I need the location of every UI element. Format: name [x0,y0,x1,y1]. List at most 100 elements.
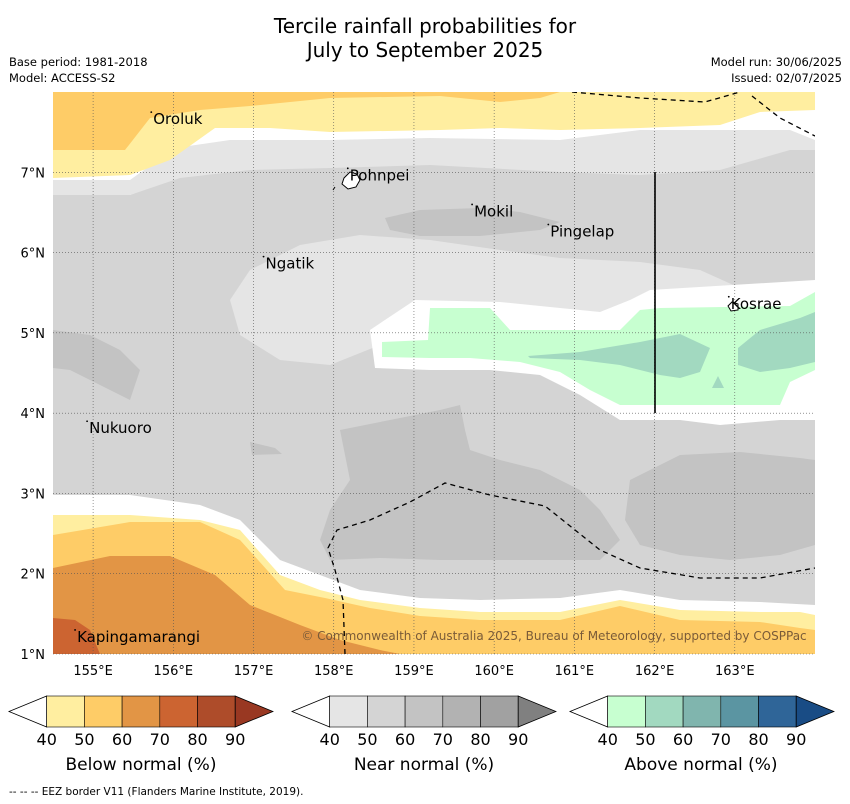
lat-tick-label: 3°N [21,487,46,502]
place-label-oroluk: Oroluk [153,110,202,128]
colorbar-group: 40 50 60 70 80 90 40 50 60 70 80 90 40 50 60 70 80 90 [7,695,835,749]
above-normal-50-patch-east [738,312,815,372]
lon-tick-label: 160°E [474,664,514,679]
colorbar-tick-label: 80 [470,730,490,749]
eez-legend-footer: -- -- -- EEZ border V11 (Flanders Marine… [9,786,304,798]
colorbar-2: 40 50 60 70 80 90 [568,695,835,749]
near-normal-40-upper [53,130,815,195]
pohnpei-island-shape [341,171,361,190]
colorbar-swatch [645,695,684,728]
place-marker [86,420,88,423]
colorbar-tick-label: 90 [225,730,245,749]
colorbar-tick-label: 70 [150,730,170,749]
colorbar-swatch [480,695,519,728]
lon-tick-label: 161°E [555,664,595,679]
colorbar-swatch [607,695,646,728]
colorbar-over-triangle [517,695,557,728]
model-name: Model: ACCESS-S2 [9,71,116,85]
colorbar-swatch [367,695,406,728]
colorbar-tick-label: 70 [711,730,731,749]
colorbar-tick-label: 60 [395,730,415,749]
place-label-ngatik: Ngatik [266,255,315,273]
lat-tick-label: 7°N [21,166,46,181]
colorbar-swatch [720,695,759,728]
colorbar-swatch [46,695,85,728]
base-period: Base period: 1981-2018 [9,55,148,69]
place-marker [150,111,153,114]
place-marker [471,203,474,206]
place-label-nukuoro: Nukuoro [89,419,152,437]
probability-field [53,92,815,654]
place-label-pingelap: Pingelap [550,223,614,241]
below-normal-label: Below normal (%) [65,755,217,775]
colorbar-swatch [442,695,481,728]
colorbar-tick-label: 40 [320,730,340,749]
near-normal-60-patch-south [320,405,620,560]
eez-border-north [571,92,741,103]
colorbar-tick-label: 70 [433,730,453,749]
longitude-tick-labels: 155°E 156°E 157°E 158°E 159°E 160°E 161°E 162°E… [73,664,754,679]
colorbar-tick-label: 50 [635,730,655,749]
place-label-kosrae: Kosrae [731,295,782,313]
lon-tick-label: 156°E [154,664,194,679]
colorbar-swatch [159,695,198,728]
map-title-line1: Tercile rainfall probabilities for [273,14,577,38]
colorbar-tick-label: 60 [112,730,132,749]
model-run-date: Model run: 30/06/2025 [710,55,842,69]
near-normal-60-patch-west [53,330,140,400]
copyright-credit: © Commonwealth of Australia 2025, Bureau… [301,629,806,643]
colorbar-swatch [121,695,161,728]
near-normal-60-patch-north [385,208,560,236]
lon-tick-label: 162°E [635,664,675,679]
above-normal-50-patch-west [528,334,710,378]
place-marker [727,295,730,298]
colorbar-tick-label: 50 [74,730,94,749]
below-normal-70-bottom [53,618,100,654]
lat-tick-label: 5°N [21,327,46,342]
colorbar-0: 40 50 60 70 80 90 [7,695,274,749]
above-normal-label: Above normal (%) [624,755,778,775]
colorbar-swatch [84,695,123,728]
colorbar-tick-label: 40 [598,730,618,749]
colorbar-swatch [197,695,236,728]
lon-tick-label: 163°E [715,664,755,679]
colorbar-over-triangle [795,695,835,728]
above-normal-40-patch [382,292,815,405]
lon-tick-label: 159°E [394,664,434,679]
place-label-kapingamarangi: Kapingamarangi [77,628,200,646]
near-normal-label: Near normal (%) [353,755,495,775]
colorbar-tick-label: 40 [37,730,57,749]
colorbar-tick-label: 80 [187,730,207,749]
colorbar-swatch [682,695,722,728]
below-normal-40-top [53,92,815,178]
place-label-mokil: Mokil [474,202,513,220]
ant-atoll-mark [332,186,336,191]
below-normal-50-top [53,92,560,150]
colorbar-under-triangle [290,695,331,728]
colorbar-tick-label: 50 [357,730,377,749]
colorbar-tick-label: 80 [748,730,768,749]
lat-tick-label: 1°N [21,648,46,663]
near-normal-60-patch-southeast [625,452,815,560]
colorbar-swatch [758,695,797,728]
colorbar-under-triangle [568,695,609,728]
above-normal-50-patch-small [712,376,724,388]
eez-border-northeast [751,95,815,137]
colorbar-swatch [329,695,368,728]
near-normal-40-center [230,235,740,365]
map-title-line2: July to September 2025 [306,38,544,62]
place-marker [547,223,550,226]
lat-tick-label: 6°N [21,247,46,262]
colorbar-tick-label: 90 [786,730,806,749]
below-normal-60-bottom [53,556,400,654]
latitude-tick-labels: 7°N 6°N 5°N 4°N 3°N 2°N 1°N [21,166,46,663]
lat-tick-label: 4°N [21,407,46,422]
colorbar-over-triangle [234,695,274,728]
place-label-pohnpei: Pohnpei [350,166,410,184]
issued-date: Issued: 02/07/2025 [731,71,842,85]
place-marker [74,629,76,631]
lon-tick-label: 158°E [314,664,354,679]
lat-tick-label: 2°N [21,568,46,583]
colorbar-1: 40 50 60 70 80 90 [290,695,557,749]
